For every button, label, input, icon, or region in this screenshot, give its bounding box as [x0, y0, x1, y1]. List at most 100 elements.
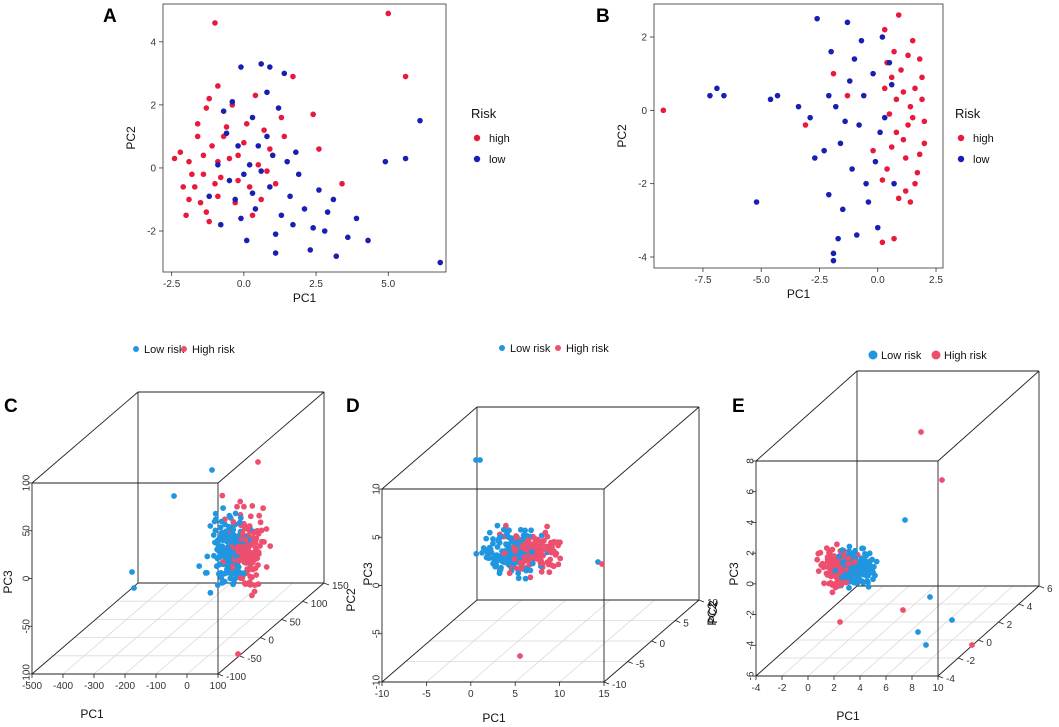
point-low-b — [858, 37, 865, 44]
point-high-a — [215, 193, 221, 200]
point-low-risk-e — [923, 642, 929, 648]
point-low-risk-c — [226, 523, 232, 530]
box-edge-d — [381, 406, 478, 490]
point-low-a — [382, 158, 389, 165]
point-low-b — [846, 78, 853, 84]
point-high-risk-c — [261, 539, 267, 545]
x-tick-label-d: 10 — [554, 689, 566, 700]
point-low-risk-c — [218, 575, 225, 581]
y-axis-label-c: PC2 — [344, 588, 358, 612]
panel-label-d: D — [346, 396, 360, 417]
point-high-risk-d — [545, 561, 552, 568]
point-high-b — [900, 136, 907, 143]
point-low-a — [402, 155, 409, 162]
y-tick-label-e: 4 — [1027, 602, 1033, 613]
point-low-risk-d — [498, 564, 504, 571]
legend-label-low-risk-d: Low risk — [510, 343, 551, 355]
z-axis-label-d: PC3 — [361, 562, 375, 586]
panel-label-a: A — [103, 6, 117, 27]
point-low-risk-c — [207, 589, 214, 596]
point-high-b — [895, 195, 902, 202]
point-low-b — [856, 122, 862, 128]
legend-marker-high-b — [957, 134, 965, 142]
y-tick-label-b: 2 — [641, 33, 647, 44]
legend-title-a: Risk — [471, 106, 497, 121]
point-high-a — [203, 105, 210, 111]
legend-label-low-b: low — [973, 154, 990, 166]
point-high-risk-d — [538, 543, 544, 549]
point-high-b — [884, 166, 890, 172]
y-tick-label-c: 100 — [311, 599, 328, 610]
point-low-a — [278, 212, 285, 219]
point-low-risk-e — [872, 572, 878, 579]
point-high-a — [194, 121, 201, 127]
point-high-a — [200, 152, 207, 159]
point-low-b — [707, 92, 713, 99]
z-tick-label-d: -5 — [372, 629, 383, 638]
x-tick-label-e: 8 — [909, 683, 915, 694]
x-tick-label-c: -200 — [115, 681, 135, 692]
point-low-risk-c — [218, 518, 225, 525]
point-low-risk-d — [528, 549, 535, 555]
point-high-risk-c — [263, 564, 270, 570]
point-low-risk-c — [204, 553, 211, 560]
point-high-risk-e — [829, 546, 836, 553]
point-high-risk-e — [838, 567, 844, 574]
point-low-risk-d — [520, 534, 527, 541]
point-high-risk-c — [241, 503, 247, 510]
floor-grid-e — [833, 585, 936, 677]
x-tick-label-e: 6 — [883, 683, 889, 694]
point-low-b — [872, 158, 879, 165]
point-high-a — [241, 139, 247, 146]
point-low-a — [307, 247, 314, 253]
point-low-b — [830, 250, 837, 257]
point-high-a — [264, 168, 270, 174]
y-tick-label-b: 0 — [641, 106, 647, 117]
panel-label-b: B — [596, 6, 610, 27]
point-high-b — [912, 85, 918, 92]
floor-grid-e — [807, 585, 910, 677]
y-tick-d — [651, 640, 657, 644]
point-low-a — [258, 168, 264, 174]
z-tick-label-d: 5 — [372, 534, 383, 540]
y-tick-label-e: 6 — [1047, 584, 1053, 595]
z-tick-label-d: 0 — [372, 582, 383, 588]
x-tick-label-a: 5.0 — [381, 279, 395, 290]
point-high-risk-d — [555, 561, 562, 568]
point-low-risk-c — [214, 582, 221, 588]
point-high-b — [905, 122, 911, 128]
point-low-risk-e — [949, 617, 955, 623]
y-tick-label-a: 2 — [150, 100, 156, 111]
y-tick-d — [603, 681, 610, 685]
point-high-a — [197, 199, 204, 206]
point-high-risk-e — [918, 429, 924, 435]
point-high-a — [267, 146, 273, 152]
y-tick-label-d: -5 — [636, 660, 645, 671]
point-high-risk-d — [540, 552, 546, 559]
point-high-risk-e — [845, 555, 852, 562]
point-high-a — [310, 111, 316, 118]
point-low-risk-c — [232, 569, 239, 575]
point-high-risk-c — [235, 557, 242, 564]
point-low-risk-e — [832, 567, 839, 574]
point-low-risk-d — [483, 535, 490, 542]
point-high-a — [186, 196, 192, 203]
point-low-b — [874, 224, 881, 231]
box-edge-e — [755, 370, 858, 462]
point-low-risk-c — [171, 493, 177, 499]
floor-grid-c — [124, 582, 232, 675]
point-low-risk-e — [866, 550, 873, 557]
x-tick-label-d: -5 — [422, 689, 431, 700]
point-high-risk-c — [253, 572, 260, 578]
point-high-b — [916, 56, 923, 62]
point-low-risk-d — [490, 536, 496, 542]
point-low-a — [252, 206, 259, 212]
point-low-a — [290, 221, 296, 228]
z-tick-label-c: 100 — [22, 474, 33, 491]
point-high-b — [921, 118, 928, 125]
point-low-risk-e — [863, 572, 869, 579]
point-high-risk-e — [823, 545, 830, 551]
point-low-risk-c — [212, 510, 219, 517]
point-high-risk-c — [257, 543, 263, 549]
